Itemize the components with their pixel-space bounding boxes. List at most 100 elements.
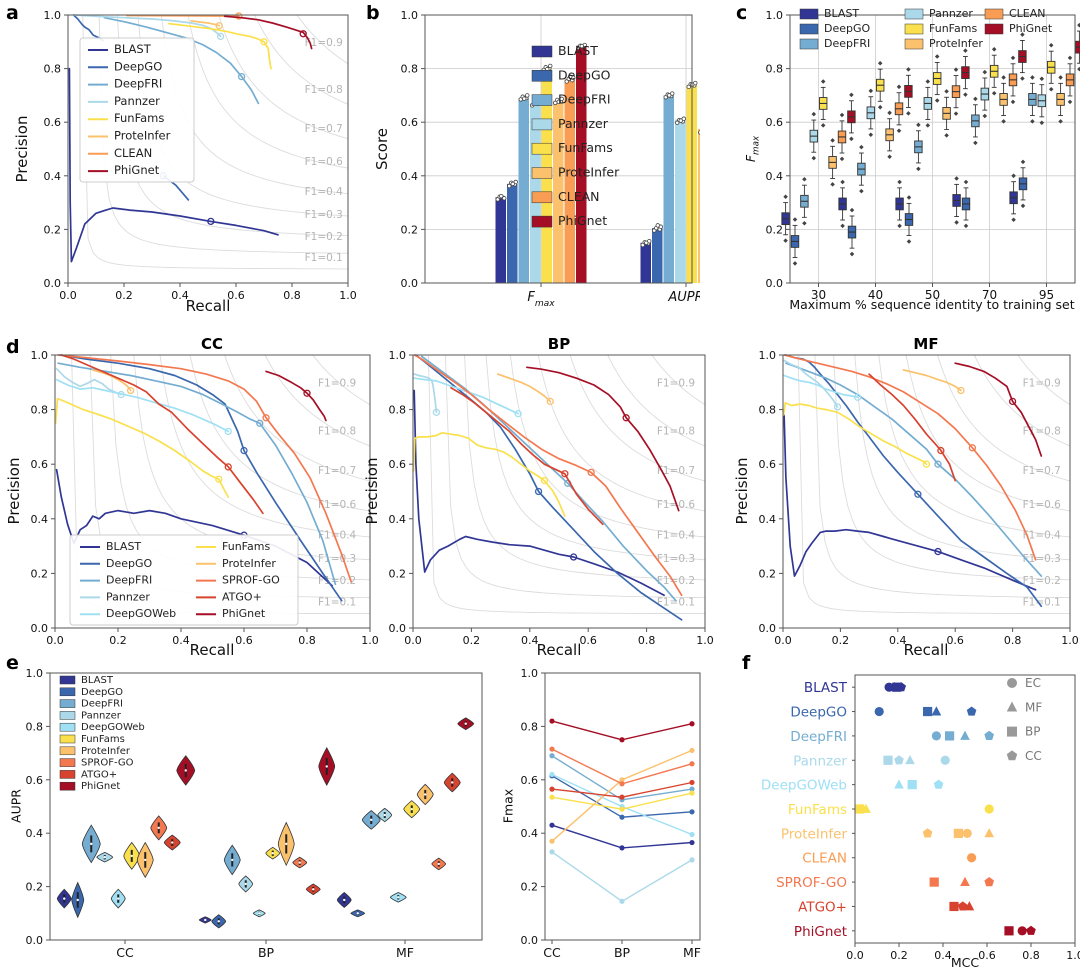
bar-CLEAN	[564, 79, 575, 283]
legend-label-DeepGO: DeepGO	[106, 557, 153, 570]
legend-label-BLAST: BLAST	[558, 43, 598, 58]
fmax-marker-ProteInfer	[957, 386, 965, 395]
row-label-ATGO+: ATGO+	[798, 899, 847, 915]
fmax-marker-PhiGnet	[1008, 397, 1017, 406]
mcc-DeepGOWeb-CC	[933, 779, 944, 789]
fmax-marker-ProteInfer	[215, 22, 223, 30]
svg-text:0.2: 0.2	[115, 289, 133, 302]
legend-label-DeepGOWeb: DeepGOWeb	[106, 607, 176, 620]
legend-label-DeepGO: DeepGO	[114, 59, 162, 73]
bar-point	[525, 93, 530, 98]
f1-label: F1=0.9	[657, 377, 695, 389]
axes-frame	[782, 354, 1071, 629]
legend-label-CLEAN: CLEAN	[114, 146, 152, 160]
svg-text:0.0: 0.0	[389, 622, 407, 635]
flier	[1067, 55, 1073, 61]
fmax-marker-ATGO+	[561, 470, 569, 478]
legend-swatch-Pannzer	[59, 711, 76, 720]
f1-label: F1=0.1	[1023, 597, 1061, 609]
flier	[1048, 86, 1054, 92]
svg-text:0.6: 0.6	[401, 116, 419, 129]
legend-marker-CC	[1006, 750, 1018, 761]
violin-median	[410, 807, 413, 811]
fmax-marker-Pannzer	[833, 403, 842, 411]
point-ProteInfer	[549, 838, 555, 844]
mcc-PhiGnet-BP	[1004, 926, 1014, 936]
svg-text:0.8: 0.8	[766, 63, 784, 76]
mcc-ProteInfer-EC	[962, 828, 972, 838]
f1-label: F1=0.6	[305, 156, 344, 168]
violin-median	[217, 920, 220, 923]
mcc-DeepGO-MF	[931, 706, 942, 716]
flier	[811, 155, 817, 161]
mcc-DeepGO-BP	[923, 706, 933, 717]
flier	[830, 138, 835, 143]
violin-median	[424, 793, 427, 796]
flier	[963, 223, 969, 229]
legend-label-DeepFRI: DeepFRI	[81, 699, 123, 710]
point-Pannzer	[619, 898, 625, 904]
flier	[887, 154, 892, 160]
legend-label-ProteInfer: ProteInfer	[81, 746, 131, 757]
f1-label: F1=0.9	[318, 377, 356, 389]
violin-median	[298, 861, 301, 864]
axes-frame	[854, 674, 1076, 944]
flier	[1030, 119, 1035, 124]
point-BLAST	[619, 845, 625, 851]
violin-median	[312, 888, 315, 891]
flier	[1020, 159, 1026, 165]
f1-isoline	[651, 354, 706, 405]
flier	[944, 133, 949, 138]
mcc-SPROF-GO-BP	[929, 877, 939, 887]
f1-isoline	[264, 354, 371, 447]
point-ProteInfer	[689, 747, 695, 754]
f1-label: F1=0.8	[305, 84, 343, 96]
legend-label-DeepGO: DeepGO	[558, 67, 611, 82]
flier	[954, 220, 959, 225]
bar-point	[644, 240, 649, 245]
bar-BLAST	[640, 242, 651, 283]
curve-SPROF-GO	[783, 354, 1037, 561]
bar-point	[678, 118, 683, 123]
svg-text:0.2: 0.2	[832, 634, 850, 647]
flier	[954, 176, 959, 181]
xtick-label: MF	[396, 945, 414, 960]
mcc-ATGO+-CC	[958, 901, 968, 911]
xtick-label: BP	[614, 945, 631, 960]
panel-e-lines-chart: 0.0 0.2 0.4 0.6 0.8 1.0 CC BP MF	[521, 667, 701, 960]
group-label: Fmax	[527, 290, 555, 309]
f1-label: F1=0.3	[1023, 553, 1061, 565]
point-ATGO+	[689, 779, 695, 786]
curve-FunFams	[167, 22, 272, 70]
f1-isoline	[82, 14, 348, 270]
curve-PhiGnet	[526, 366, 680, 512]
flier	[934, 98, 940, 103]
curve-PhiGnet	[954, 362, 1043, 457]
svg-text:0.6: 0.6	[946, 634, 964, 647]
row-label-BLAST: BLAST	[804, 680, 848, 696]
f1-isoline	[296, 14, 349, 65]
panel-d-bp-ylabel: Precision	[363, 457, 381, 525]
flier	[916, 166, 921, 172]
violin-median	[397, 896, 400, 899]
curve-CLEAN	[125, 14, 240, 17]
svg-text:1.0: 1.0	[31, 349, 49, 362]
svg-text:0.6: 0.6	[766, 116, 784, 129]
f1-isoline	[569, 354, 706, 482]
mcc-DeepFRI-CC	[984, 730, 994, 740]
point-DeepGOWeb	[689, 831, 695, 838]
svg-text:0.8: 0.8	[26, 720, 44, 733]
flier	[1067, 99, 1073, 105]
point-PhiGnet	[549, 718, 555, 724]
svg-text:1.0: 1.0	[521, 667, 539, 680]
svg-text:0.4: 0.4	[759, 513, 777, 526]
f1-isoline	[116, 14, 349, 237]
bar-point	[579, 43, 584, 49]
f1-label: F1=0.8	[657, 425, 695, 437]
f1-label: F1=0.4	[305, 186, 344, 198]
flier	[991, 90, 997, 96]
bar-PhiGnet	[576, 45, 587, 283]
flier	[830, 182, 835, 187]
svg-text:0.0: 0.0	[46, 634, 64, 647]
